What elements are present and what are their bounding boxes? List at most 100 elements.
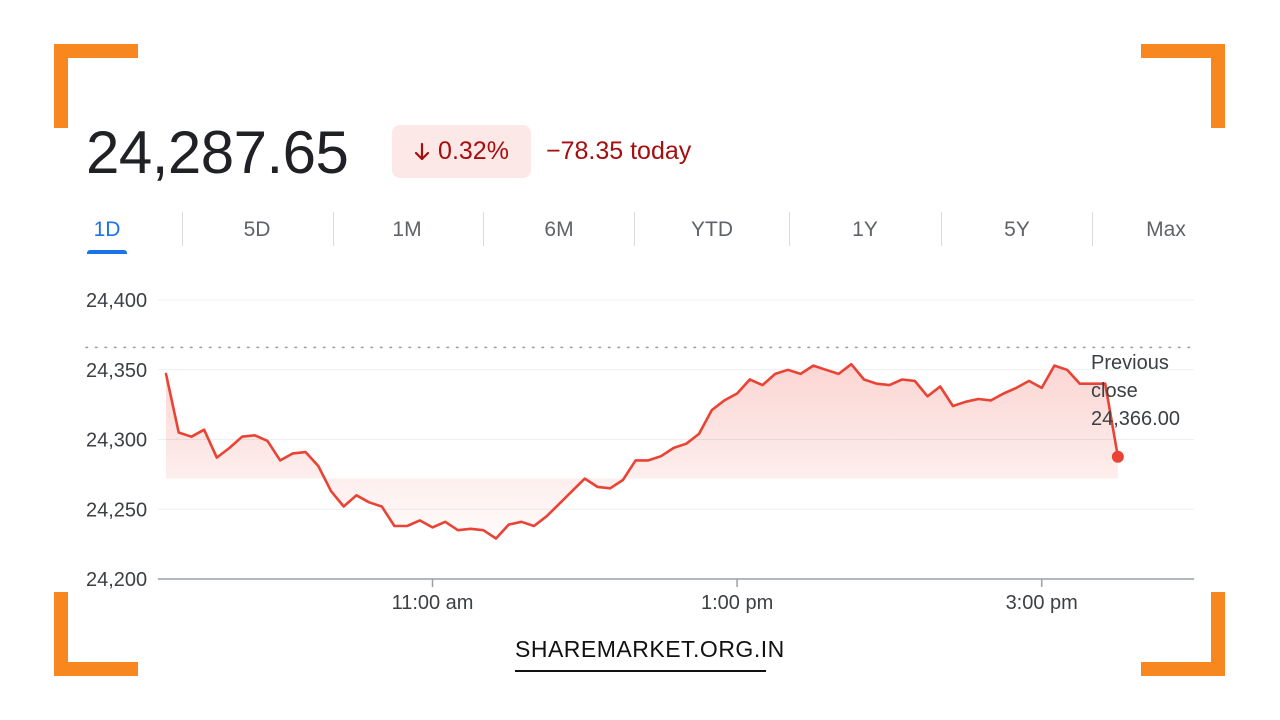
data-point: [812, 364, 814, 366]
data-point: [711, 409, 713, 411]
y-tick-label: 24,400: [86, 290, 147, 312]
data-point: [837, 373, 839, 375]
data-point: [482, 529, 484, 531]
tab-divider: [789, 212, 790, 246]
data-point: [888, 384, 890, 386]
previous-close-label: 24,366.00: [1091, 408, 1180, 430]
tab-max[interactable]: Max: [1146, 218, 1186, 241]
data-point: [761, 384, 763, 386]
frame-corner-bottom-right: [1141, 592, 1225, 676]
percent-change-value: 0.32%: [438, 137, 509, 165]
change-today: −78.35 today: [546, 137, 692, 165]
data-point: [723, 399, 725, 401]
data-point: [914, 380, 916, 382]
data-point: [177, 431, 179, 433]
active-tab-indicator: [87, 250, 127, 254]
data-point: [1066, 369, 1068, 371]
last-price-marker: [1111, 450, 1124, 463]
data-point: [304, 451, 306, 453]
data-point: [368, 501, 370, 503]
data-point: [1028, 380, 1030, 382]
data-point: [444, 521, 446, 523]
data-point: [279, 459, 281, 461]
data-point: [546, 515, 548, 517]
data-point: [1015, 387, 1017, 389]
data-point: [330, 490, 332, 492]
frame-corner-top-right: [1141, 44, 1225, 128]
data-point: [736, 392, 738, 394]
data-point: [203, 429, 205, 431]
tab-1y[interactable]: 1Y: [852, 218, 878, 241]
data-point: [254, 434, 256, 436]
data-point: [787, 369, 789, 371]
frame-corner-top-left: [54, 44, 138, 128]
y-tick-label: 24,350: [86, 360, 147, 382]
data-point: [749, 378, 751, 380]
arrow-down-icon: [414, 142, 430, 160]
tab-divider: [634, 212, 635, 246]
data-point: [495, 537, 497, 539]
tab-5y[interactable]: 5Y: [1004, 218, 1030, 241]
data-point: [507, 523, 509, 525]
data-point: [1079, 383, 1081, 385]
tab-1d[interactable]: 1D: [93, 218, 121, 241]
data-point: [355, 494, 357, 496]
data-point: [850, 363, 852, 365]
data-point: [381, 505, 383, 507]
x-tick-label: 3:00 pm: [1006, 592, 1078, 614]
data-point: [964, 401, 966, 403]
data-point: [990, 399, 992, 401]
data-point: [799, 373, 801, 375]
data-point: [825, 369, 827, 371]
data-point: [431, 526, 433, 528]
price-line: [164, 362, 1120, 540]
data-point: [901, 378, 903, 380]
data-point: [216, 456, 218, 458]
data-point: [609, 487, 611, 489]
brand-label: SHAREMARKET.ORG.IN: [515, 636, 785, 662]
current-price: 24,287.65: [86, 119, 349, 186]
data-point: [571, 490, 573, 492]
data-point: [419, 519, 421, 521]
range-tabs: 1D 5D 1M 6M YTD 1Y 5Y Max: [86, 208, 1198, 258]
y-tick-label: 24,200: [86, 569, 147, 591]
data-point: [647, 459, 649, 461]
data-point: [317, 465, 319, 467]
tab-6m[interactable]: 6M: [544, 218, 574, 241]
x-tick-label: 1:00 pm: [701, 592, 773, 614]
data-point: [685, 442, 687, 444]
data-point: [406, 525, 408, 527]
data-point: [634, 459, 636, 461]
data-point: [342, 505, 344, 507]
data-point: [241, 436, 243, 438]
frame-corner-bottom-left: [54, 592, 138, 676]
data-point: [596, 486, 598, 488]
data-point: [469, 528, 471, 530]
previous-close-label: close: [1091, 380, 1138, 402]
tab-divider: [483, 212, 484, 246]
tab-divider: [333, 212, 334, 246]
area-fill: [166, 364, 1118, 539]
data-point: [266, 440, 268, 442]
brand-underline: [515, 670, 766, 672]
x-tick-label: 11:00 am: [392, 592, 474, 614]
tab-ytd[interactable]: YTD: [691, 218, 733, 241]
data-point: [584, 477, 586, 479]
data-point: [863, 378, 865, 380]
data-point: [926, 395, 928, 397]
data-point: [698, 433, 700, 435]
data-point: [660, 455, 662, 457]
data-point: [774, 373, 776, 375]
data-point: [558, 502, 560, 504]
data-point: [622, 479, 624, 481]
data-point: [876, 383, 878, 385]
tab-5d[interactable]: 5D: [243, 218, 271, 241]
data-point: [977, 398, 979, 400]
data-point: [672, 447, 674, 449]
tab-1m[interactable]: 1M: [392, 218, 422, 241]
tab-divider: [182, 212, 183, 246]
y-tick-label: 24,250: [86, 499, 147, 521]
data-point: [1041, 387, 1043, 389]
tab-divider: [1092, 212, 1093, 246]
